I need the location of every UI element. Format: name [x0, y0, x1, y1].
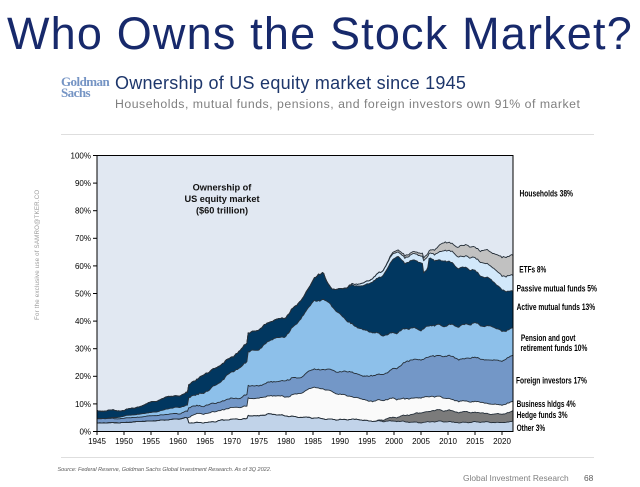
- svg-text:2010: 2010: [439, 437, 457, 446]
- svg-text:1995: 1995: [358, 437, 376, 446]
- svg-text:70%: 70%: [75, 234, 91, 243]
- svg-text:Hedge funds 3%: Hedge funds 3%: [517, 410, 568, 420]
- svg-text:1950: 1950: [115, 437, 133, 446]
- svg-text:80%: 80%: [75, 207, 91, 216]
- svg-text:100%: 100%: [71, 151, 91, 160]
- svg-text:Pension and govt: Pension and govt: [521, 333, 576, 343]
- svg-text:2020: 2020: [493, 437, 511, 446]
- svg-text:30%: 30%: [75, 345, 91, 354]
- svg-text:Passive mutual funds 5%: Passive mutual funds 5%: [517, 284, 597, 294]
- svg-text:1990: 1990: [331, 437, 349, 446]
- svg-text:1945: 1945: [88, 437, 106, 446]
- svg-text:ETFs 8%: ETFs 8%: [519, 265, 546, 275]
- svg-text:40%: 40%: [75, 317, 91, 326]
- svg-text:1955: 1955: [142, 437, 160, 446]
- svg-text:2000: 2000: [385, 437, 403, 446]
- svg-text:Foreign investors 17%: Foreign investors 17%: [516, 376, 587, 386]
- svg-text:Business hldgs 4%: Business hldgs 4%: [517, 399, 576, 409]
- svg-text:Active mutual funds 13%: Active mutual funds 13%: [517, 302, 596, 312]
- svg-text:90%: 90%: [75, 179, 91, 188]
- svg-text:retirement funds 10%: retirement funds 10%: [521, 343, 588, 353]
- svg-text:1985: 1985: [304, 437, 322, 446]
- svg-text:Ownership of: Ownership of: [193, 183, 253, 193]
- svg-text:US equity market: US equity market: [184, 194, 259, 204]
- svg-text:($60 trillion): ($60 trillion): [196, 206, 248, 216]
- svg-text:1980: 1980: [277, 437, 295, 446]
- svg-text:1960: 1960: [169, 437, 187, 446]
- svg-text:20%: 20%: [75, 372, 91, 381]
- svg-text:2005: 2005: [412, 437, 430, 446]
- svg-text:Other 3%: Other 3%: [517, 423, 546, 433]
- svg-text:1975: 1975: [250, 437, 268, 446]
- svg-text:Households 38%: Households 38%: [520, 189, 574, 199]
- svg-text:60%: 60%: [75, 262, 91, 271]
- svg-text:1970: 1970: [223, 437, 241, 446]
- svg-text:1965: 1965: [196, 437, 214, 446]
- svg-text:10%: 10%: [75, 400, 91, 409]
- svg-text:50%: 50%: [75, 289, 91, 298]
- svg-text:2015: 2015: [466, 437, 484, 446]
- svg-text:0%: 0%: [79, 427, 91, 436]
